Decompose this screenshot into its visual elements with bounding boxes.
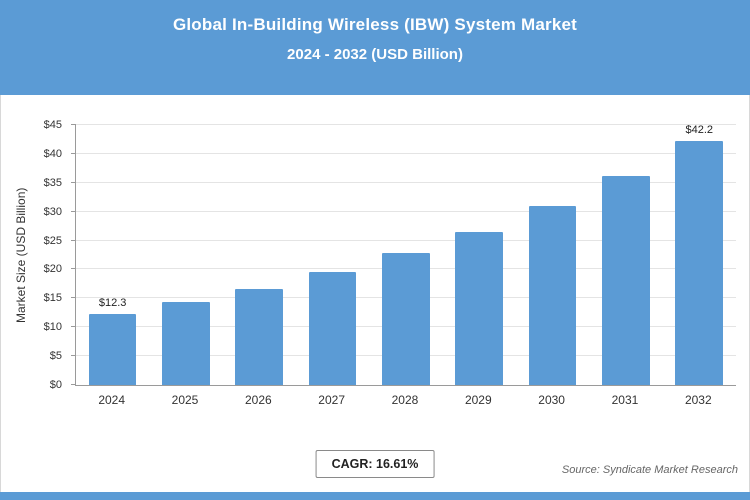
bottom-accent-bar [0, 492, 750, 500]
bar-slot [369, 125, 442, 385]
bar-slot [516, 125, 589, 385]
x-tick-label: 2030 [538, 393, 565, 407]
x-tick-label: 2032 [684, 393, 712, 407]
bar-value-label: $42.2 [685, 124, 714, 137]
cagr-badge: CAGR: 16.61% [315, 450, 435, 478]
gridline [76, 239, 736, 241]
y-tick-label: $40 [43, 147, 62, 160]
bar-2030 [528, 205, 577, 385]
y-axis-tick [71, 326, 76, 328]
bar-2032: $42.2 [675, 124, 724, 385]
y-axis-tick [71, 124, 76, 125]
bar-2027 [308, 272, 357, 385]
gridline [76, 152, 736, 154]
chart-title: Global In-Building Wireless (IBW) System… [172, 15, 578, 34]
y-axis-tick [71, 181, 76, 183]
bar-value-label: $12.3 [98, 296, 127, 309]
x-tick-label: 2026 [244, 393, 272, 407]
x-axis-labels: 2024 2025 2026 2027 2028 2029 2030 2031 2032 [75, 393, 735, 407]
y-tick-label: $25 [43, 234, 62, 247]
chart-subtitle: 2024 - 2032 (USD Billion) [287, 46, 463, 63]
x-tick-label: 2027 [318, 393, 345, 407]
bar-2025 [162, 302, 210, 385]
x-tick-label: 2025 [171, 393, 199, 407]
y-axis-tick [71, 268, 76, 270]
gridline [76, 210, 736, 212]
bar-2028 [382, 253, 430, 385]
y-tick-label: $20 [43, 263, 62, 276]
x-tick-label: 2031 [611, 393, 639, 407]
bar-2024: $12.3 [88, 297, 137, 385]
bar-2031 [602, 176, 650, 385]
x-tick-label: 2029 [464, 393, 492, 407]
y-tick-label: $0 [49, 379, 62, 391]
bar-slot [223, 125, 296, 385]
bar-slot [443, 125, 516, 385]
bar-slot [589, 125, 662, 385]
y-tick-label: $10 [43, 321, 62, 334]
y-tick-label: $15 [43, 292, 62, 305]
bar-series: $12.3 $42.2 [76, 124, 736, 385]
chart-header: Global In-Building Wireless (IBW) System… [0, 0, 750, 95]
bar-slot [149, 125, 222, 385]
plot-area: $12.3 $42.2 [71, 124, 736, 386]
y-axis-tick [71, 297, 76, 299]
bar-slot: $42.2 [663, 124, 736, 385]
x-tick-label: 2028 [391, 393, 419, 407]
x-tick-label: 2024 [98, 393, 126, 407]
bar-2026 [235, 288, 284, 385]
y-tick-label: $5 [49, 350, 62, 363]
y-axis-labels: $0 $5 $10 $15 $20 $25 $30 $35 $40 $45 [28, 119, 70, 391]
y-axis-tick [71, 210, 76, 212]
gridline [76, 124, 736, 125]
bar-slot [296, 125, 369, 385]
y-tick-label: $45 [43, 119, 62, 131]
y-axis-tick [71, 152, 76, 154]
y-tick-label: $30 [43, 205, 62, 218]
y-axis-tick [71, 239, 76, 241]
y-axis-tick [71, 384, 76, 385]
bar-slot: $12.3 [76, 125, 149, 385]
source-text: Source: Syndicate Market Research [561, 464, 738, 476]
gridline [76, 181, 736, 183]
y-tick-label: $35 [43, 176, 62, 189]
y-axis-tick [71, 355, 76, 357]
bar-2029 [455, 231, 504, 385]
